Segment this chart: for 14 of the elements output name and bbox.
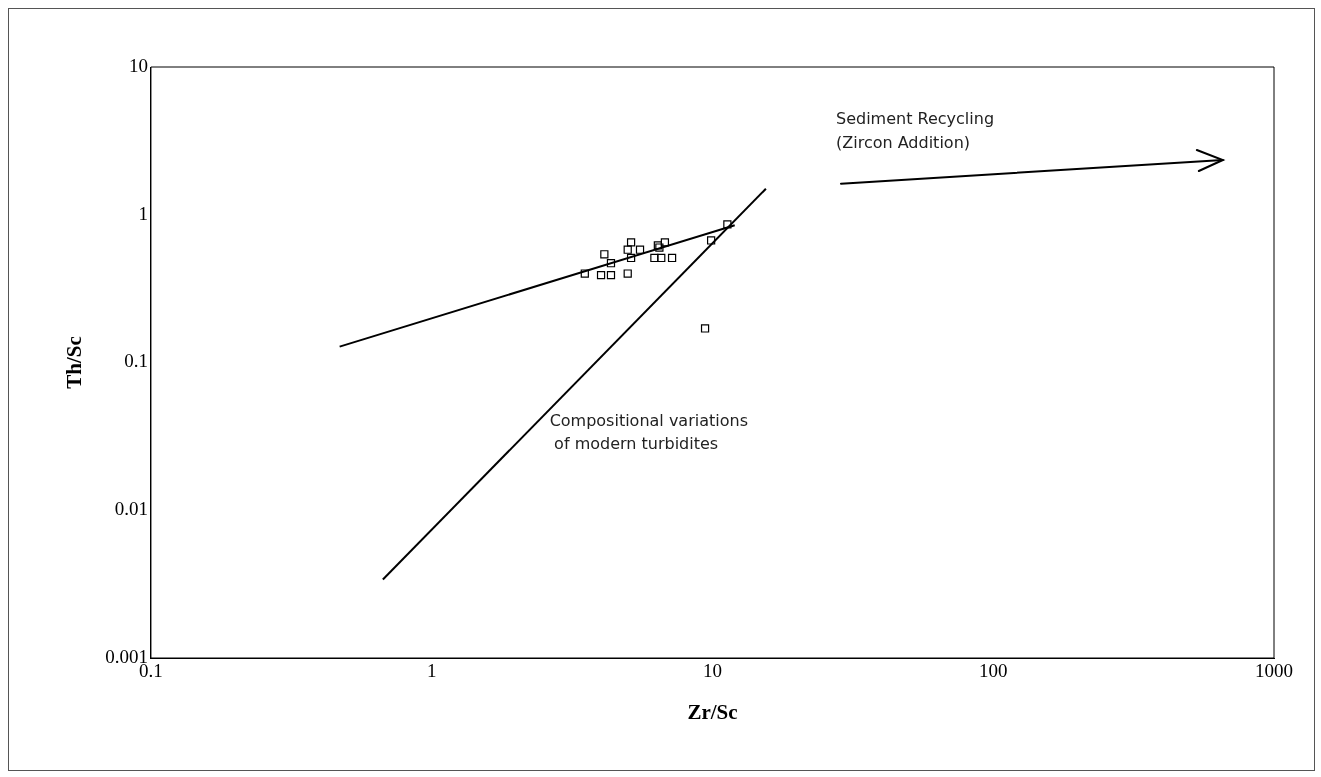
x-tick-label: 1000: [1255, 660, 1293, 682]
x-tick-label: 10: [702, 660, 722, 682]
annotation: of modern turbidites: [554, 434, 719, 454]
x-axis-title: Zr/Sc: [687, 699, 738, 724]
x-tick-label: 1: [426, 660, 437, 682]
x-tick-label: 100: [978, 660, 1008, 682]
annotation: Sediment Recycling: [836, 109, 995, 129]
y-axis-title: Th/Sc: [62, 336, 87, 389]
y-tick-label: 0.1: [124, 350, 148, 372]
annotation: Compositional variations: [549, 410, 748, 430]
y-tick-label: 10: [128, 54, 148, 76]
y-tick-label: 1: [138, 202, 148, 224]
annotation: (Zircon Addition): [836, 132, 971, 152]
y-tick-label: 0.01: [114, 498, 148, 520]
